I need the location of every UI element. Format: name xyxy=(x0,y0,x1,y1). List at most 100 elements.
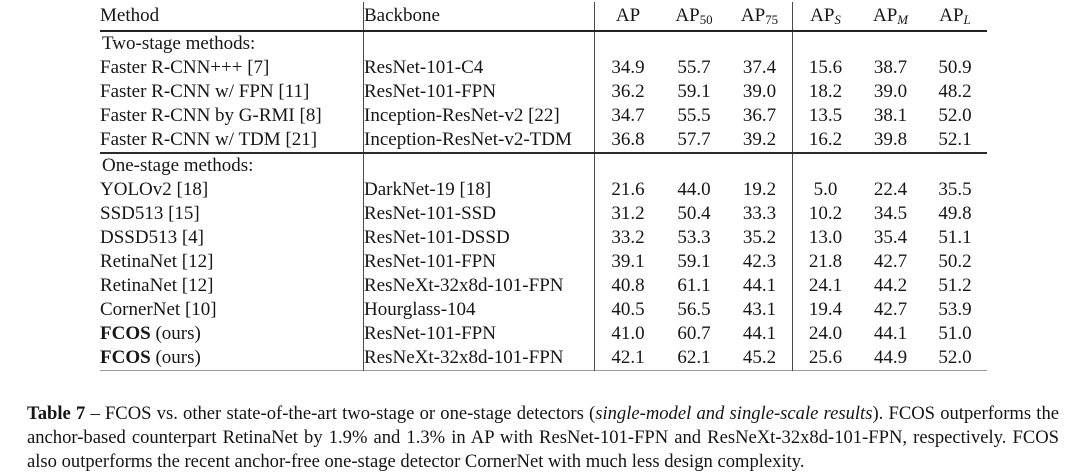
ap75-cell: 44.1 xyxy=(727,274,793,298)
aps-cell: 24.1 xyxy=(808,275,843,296)
ap-cell: 21.6 xyxy=(611,179,645,200)
empty-cell xyxy=(923,31,987,56)
method-cell: Faster R-CNN w/ TDM [21] xyxy=(100,128,364,153)
empty-cell xyxy=(858,153,923,178)
ap50-cell: 55.7 xyxy=(677,57,711,78)
backbone-cell: ResNet-101-FPN xyxy=(363,322,595,346)
aps-cell: 13.0 xyxy=(808,227,843,248)
apm-cell: 44.2 xyxy=(873,275,908,296)
backbone-cell: ResNet-101-C4 xyxy=(363,56,595,80)
method-cell: FCOS (ours) xyxy=(100,322,364,346)
apm-cell: 22.4 xyxy=(873,179,908,200)
backbone-cell: ResNeXt-32x8d-101-FPN xyxy=(363,274,595,298)
aps-cell: 19.4 xyxy=(808,299,843,320)
aps-cell: 25.6 xyxy=(808,347,843,368)
apm-cell: 42.7 xyxy=(873,251,908,272)
table-row: CornerNet [10] Hourglass-104 40.5 56.5 43.1 1… xyxy=(100,298,987,322)
ap50-cell: 44.0 xyxy=(677,179,711,200)
ap-cell: 34.9 xyxy=(611,57,645,78)
aps-cell: 13.5 xyxy=(808,105,843,126)
column-header-aps: APS xyxy=(792,2,858,32)
method-cell: FCOS (ours) xyxy=(100,346,364,371)
method-cell: Faster R-CNN by G-RMI [8] xyxy=(100,104,364,128)
table-row: DSSD513 [4] ResNet-101-DSSD 33.2 53.3 35.2 13… xyxy=(100,226,987,250)
results-table: Method Backbone AP AP50 AP75 APS APM APL Two-st… xyxy=(100,2,987,371)
apl-cell: 51.1 xyxy=(938,227,972,248)
aps-cell: 21.8 xyxy=(808,251,843,272)
empty-cell xyxy=(858,31,923,56)
empty-cell xyxy=(923,153,987,178)
table-head: Method Backbone AP AP50 AP75 APS APM APL xyxy=(100,2,987,32)
backbone-cell: Hourglass-104 xyxy=(363,298,595,322)
apm-cell: 38.7 xyxy=(873,57,908,78)
method-cell: Faster R-CNN+++ [7] xyxy=(100,56,364,80)
aps-cell: 10.2 xyxy=(808,203,843,224)
empty-cell xyxy=(727,31,793,56)
section-label: Two-stage methods: xyxy=(100,31,364,56)
ap75-cell: 33.3 xyxy=(727,202,793,226)
column-header-ap: AP xyxy=(594,2,661,32)
empty-cell xyxy=(661,31,727,56)
table-row: Faster R-CNN+++ [7] ResNet-101-C4 34.9 55.7… xyxy=(100,56,987,80)
table-caption: Table 7 – FCOS vs. other state-of-the-ar… xyxy=(27,402,1059,474)
column-header-apm-subscript: M xyxy=(897,12,909,28)
method-cell: RetinaNet [12] xyxy=(100,274,364,298)
apl-cell: 53.9 xyxy=(938,299,972,320)
ap75-cell: 35.2 xyxy=(727,226,793,250)
ap75-cell: 44.1 xyxy=(727,322,793,346)
ap-cell: 40.8 xyxy=(611,275,645,296)
ap50-cell: 57.7 xyxy=(677,129,711,150)
table-row: RetinaNet [12] ResNeXt-32x8d-101-FPN 40.8 6… xyxy=(100,274,987,298)
ap50-cell: 62.1 xyxy=(677,347,711,368)
table-row: RetinaNet [12] ResNet-101-FPN 39.1 59.1 42.3… xyxy=(100,250,987,274)
ap50-cell: 59.1 xyxy=(677,251,711,272)
apm-cell: 42.7 xyxy=(873,299,908,320)
apl-cell: 50.2 xyxy=(938,251,972,272)
apm-cell: 44.1 xyxy=(873,323,908,344)
column-header-apl-subscript: L xyxy=(963,12,971,28)
ap-cell: 40.5 xyxy=(611,299,645,320)
ap-cell: 36.2 xyxy=(611,81,645,102)
empty-cell xyxy=(661,153,727,178)
aps-cell: 15.6 xyxy=(808,57,843,78)
ap75-cell: 43.1 xyxy=(727,298,793,322)
apl-cell: 49.8 xyxy=(938,203,972,224)
table-row: FCOS (ours) ResNet-101-FPN 41.0 60.7 44.1 24.… xyxy=(100,322,987,346)
backbone-cell: ResNet-101-FPN xyxy=(363,80,595,104)
apm-cell: 34.5 xyxy=(873,203,908,224)
apl-cell: 52.0 xyxy=(938,105,972,126)
table-row: FCOS (ours) ResNeXt-32x8d-101-FPN 42.1 62.1… xyxy=(100,346,987,371)
backbone-cell: ResNet-101-SSD xyxy=(363,202,595,226)
column-header-ap50-subscript: 50 xyxy=(699,12,713,28)
empty-cell xyxy=(595,153,662,178)
empty-cell xyxy=(793,31,859,56)
ap75-cell: 42.3 xyxy=(727,250,793,274)
caption-table-label: Table 7 xyxy=(27,402,86,424)
method-cell: YOLOv2 [18] xyxy=(100,178,364,202)
backbone-cell: ResNet-101-FPN xyxy=(363,250,595,274)
table-row: YOLOv2 [18] DarkNet-19 [18] 21.6 44.0 19.2 5.… xyxy=(100,178,987,202)
backbone-cell: DarkNet-19 [18] xyxy=(363,178,595,202)
ap-cell: 41.0 xyxy=(611,323,645,344)
ap50-cell: 61.1 xyxy=(677,275,711,296)
aps-cell: 24.0 xyxy=(808,323,843,344)
ap-cell: 36.8 xyxy=(611,129,645,150)
table-row: Faster R-CNN w/ FPN [11] ResNet-101-FPN 36… xyxy=(100,80,987,104)
apm-cell: 35.4 xyxy=(873,227,908,248)
method-cell: SSD513 [15] xyxy=(100,202,364,226)
method-cell: Faster R-CNN w/ FPN [11] xyxy=(100,80,364,104)
backbone-cell: Inception-ResNet-v2-TDM xyxy=(363,128,595,153)
ap50-cell: 60.7 xyxy=(677,323,711,344)
ap50-cell: 56.5 xyxy=(677,299,711,320)
apl-cell: 35.5 xyxy=(938,179,972,200)
column-header-ap50: AP50 xyxy=(661,2,727,32)
aps-cell: 16.2 xyxy=(808,129,843,150)
ap-cell: 31.2 xyxy=(611,203,645,224)
caption-text-before-italic: FCOS vs. other state-of-the-art two-stag… xyxy=(104,402,596,424)
apm-cell: 39.8 xyxy=(873,129,908,150)
empty-cell xyxy=(727,153,793,178)
method-cell: DSSD513 [4] xyxy=(100,226,364,250)
section-label: One-stage methods: xyxy=(100,153,364,178)
apm-cell: 44.9 xyxy=(873,347,908,368)
table-row: Faster R-CNN by G-RMI [8] Inception-ResNe… xyxy=(100,104,987,128)
